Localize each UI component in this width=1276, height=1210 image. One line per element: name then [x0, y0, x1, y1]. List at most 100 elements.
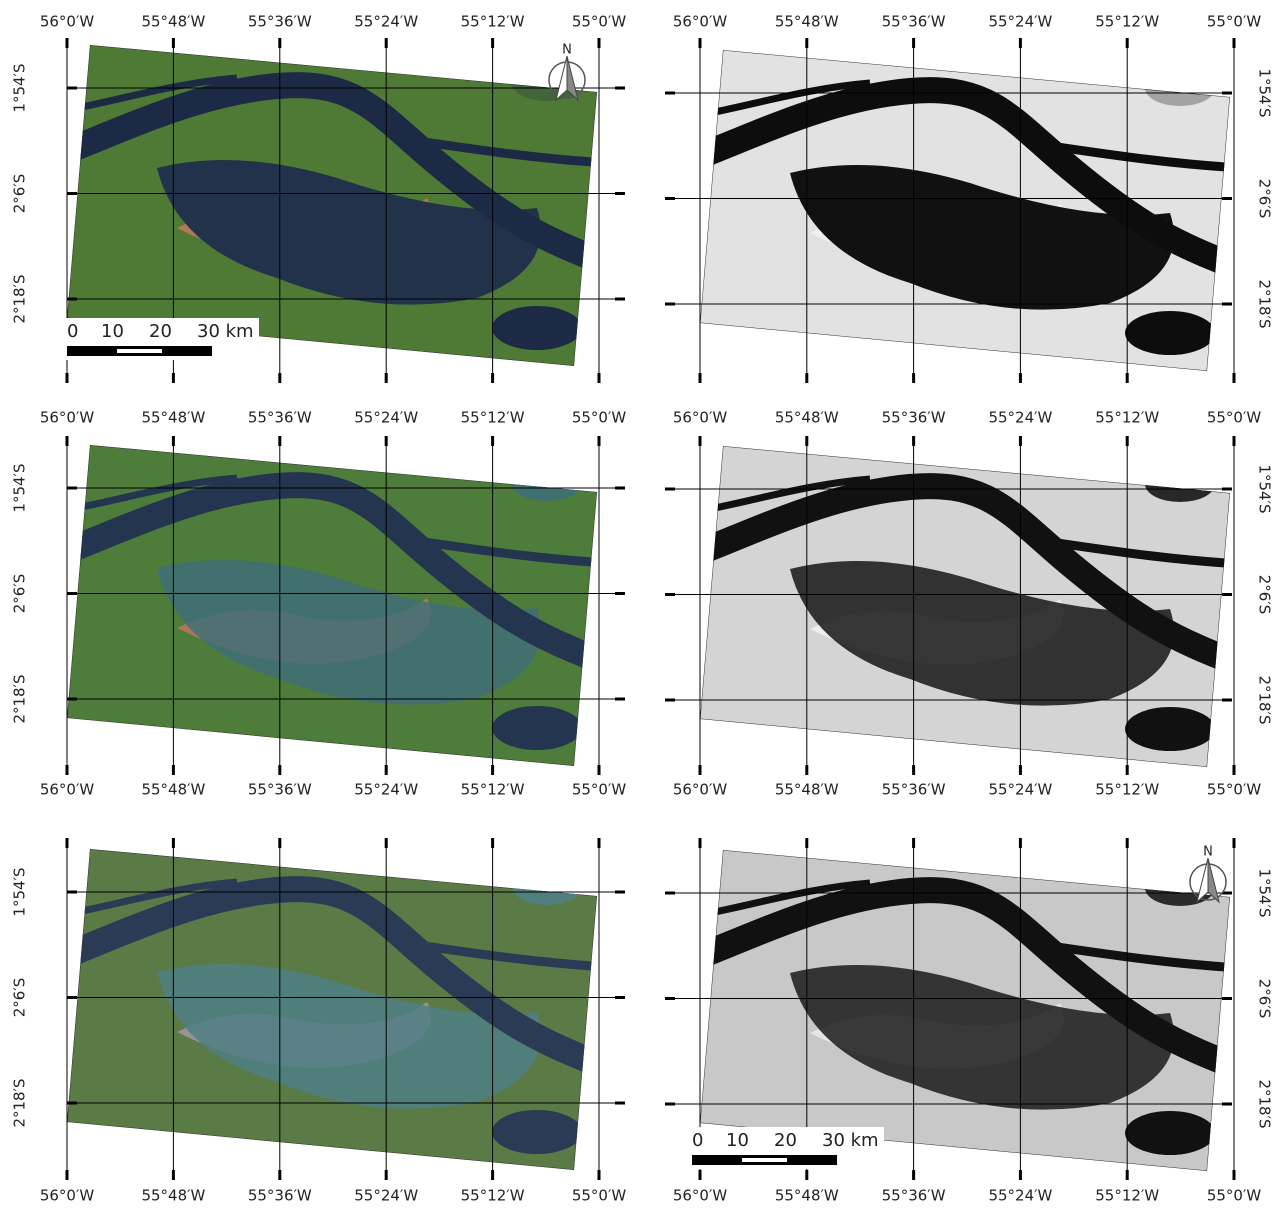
scale-bar-segment — [117, 349, 162, 353]
scale-bar-label: 20 — [774, 1130, 797, 1151]
latitude-label: 2°6′S — [11, 574, 29, 614]
lake — [512, 869, 582, 905]
latitude-label: 2°18′S — [11, 1078, 29, 1127]
longitude-label: 55°48′W — [141, 13, 205, 31]
scale-bar-label: 0 — [67, 321, 78, 342]
lake — [492, 706, 582, 750]
latitude-label: 1°54′S — [1256, 868, 1274, 917]
longitude-label: 55°36′W — [882, 781, 946, 799]
longitude-label: 55°24′W — [988, 409, 1052, 427]
lake — [1125, 1111, 1215, 1155]
latitude-label: 2°6′S — [1256, 179, 1274, 219]
longitude-label: 55°0′W — [1207, 13, 1262, 31]
page: 56°0′W 55°48′W 55°36′W 55°24′W 55°12′W 55°0′W… — [0, 0, 1276, 1206]
longitude-label: 55°24′W — [354, 1187, 418, 1205]
latitude-label: 2°6′S — [1256, 575, 1274, 615]
scale-bar-label: 30 km — [197, 321, 254, 342]
latitude-label: 2°6′S — [11, 978, 29, 1018]
longitude-label: 55°36′W — [248, 781, 312, 799]
longitude-label: 55°0′W — [572, 781, 627, 799]
longitude-label: 56°0′W — [40, 781, 95, 799]
latitude-label: 1°54′S — [11, 463, 29, 512]
longitude-label: 55°36′W — [882, 409, 946, 427]
longitude-label: 55°24′W — [988, 1187, 1052, 1205]
longitude-label: 55°24′W — [354, 409, 418, 427]
lake — [1125, 311, 1215, 355]
north-arrow-label: N — [562, 43, 572, 58]
longitude-label: 55°12′W — [461, 13, 525, 31]
longitude-label: 56°0′W — [40, 1187, 95, 1205]
longitude-label: 56°0′W — [673, 1187, 728, 1205]
latitude-label: 1°54′S — [1256, 464, 1274, 513]
latitude-label: 1°54′S — [1256, 68, 1274, 117]
latitude-label: 2°18′S — [1256, 675, 1274, 724]
scale-bar-label: 10 — [101, 321, 124, 342]
longitude-label: 55°48′W — [775, 1187, 839, 1205]
longitude-label: 56°0′W — [673, 781, 728, 799]
latitude-label: 2°6′S — [11, 174, 29, 214]
latitude-label: 2°18′S — [1256, 1079, 1274, 1128]
longitude-label: 56°0′W — [40, 13, 95, 31]
longitude-label: 55°36′W — [248, 409, 312, 427]
longitude-label: 55°48′W — [775, 409, 839, 427]
satellite-image — [695, 50, 1240, 371]
longitude-label: 55°12′W — [461, 409, 525, 427]
latitude-label: 1°54′S — [11, 63, 29, 112]
latitude-label: 2°18′S — [11, 274, 29, 323]
longitude-label: 55°12′W — [1095, 1187, 1159, 1205]
satellite-image — [695, 446, 1240, 767]
satellite-image — [62, 445, 607, 766]
map-panel: 56°0′W 56°0′W 55°48′W 55°48′W 55°36′W 55°36′W… — [665, 409, 1274, 799]
satellite-image — [62, 45, 607, 366]
map-panel: 56°0′W 56°0′W 55°48′W 55°48′W 55°36′W 55°36′W… — [11, 409, 627, 799]
longitude-label: 55°48′W — [775, 781, 839, 799]
longitude-label: 55°0′W — [1207, 1187, 1262, 1205]
scale-bar-label: 0 — [692, 1130, 703, 1151]
lake — [1145, 70, 1215, 106]
longitude-label: 55°36′W — [248, 1187, 312, 1205]
map-panel: 56°0′W 55°48′W 55°36′W 55°24′W 55°12′W 55°0′W… — [11, 13, 627, 384]
longitude-label: 55°48′W — [775, 13, 839, 31]
longitude-label: 55°36′W — [248, 13, 312, 31]
longitude-label: 55°36′W — [882, 1187, 946, 1205]
longitude-label: 56°0′W — [673, 13, 728, 31]
longitude-label: 56°0′W — [673, 409, 728, 427]
longitude-label: 55°0′W — [572, 1187, 627, 1205]
scale-bar-label: 30 km — [822, 1130, 879, 1151]
longitude-label: 55°0′W — [1207, 781, 1262, 799]
longitude-label: 55°48′W — [141, 781, 205, 799]
latitude-label: 1°54′S — [11, 867, 29, 916]
scale-bar-segment — [742, 1158, 787, 1162]
lake — [1145, 466, 1215, 502]
longitude-label: 55°12′W — [461, 781, 525, 799]
longitude-label: 55°0′W — [1207, 409, 1262, 427]
lake — [512, 465, 582, 501]
map-panel: 56°0′W55°48′W55°36′W55°24′W55°12′W55°0′W… — [665, 13, 1274, 384]
north-arrow-label: N — [1203, 845, 1213, 860]
longitude-label: 55°24′W — [354, 781, 418, 799]
longitude-label: 55°0′W — [572, 409, 627, 427]
longitude-label: 55°0′W — [572, 13, 627, 31]
latitude-label: 2°6′S — [1256, 979, 1274, 1019]
longitude-label: 55°12′W — [461, 1187, 525, 1205]
longitude-label: 55°48′W — [141, 1187, 205, 1205]
scale-bar-label: 20 — [149, 321, 172, 342]
longitude-label: 55°12′W — [1095, 409, 1159, 427]
longitude-label: 56°0′W — [40, 409, 95, 427]
scale-bar-label: 10 — [726, 1130, 749, 1151]
longitude-label: 55°24′W — [988, 781, 1052, 799]
map-panel: 56°0′W 55°48′W 55°36′W 55°24′W 55°12′W 55°0′W… — [11, 838, 627, 1205]
satellite-image — [62, 849, 607, 1170]
longitude-label: 55°24′W — [988, 13, 1052, 31]
longitude-label: 55°48′W — [141, 409, 205, 427]
latitude-label: 2°18′S — [11, 674, 29, 723]
longitude-label: 55°12′W — [1095, 781, 1159, 799]
lake — [1125, 707, 1215, 751]
satellite-image — [695, 850, 1240, 1171]
lake — [492, 1110, 582, 1154]
longitude-label: 55°24′W — [354, 13, 418, 31]
lake — [492, 306, 582, 350]
map-figure: 56°0′W 55°48′W 55°36′W 55°24′W 55°12′W 55°0′W… — [0, 0, 1276, 1206]
map-panel: 56°0′W 55°48′W 55°36′W 55°24′W 55°12′W 55°0′W… — [665, 838, 1274, 1205]
latitude-label: 2°18′S — [1256, 279, 1274, 328]
